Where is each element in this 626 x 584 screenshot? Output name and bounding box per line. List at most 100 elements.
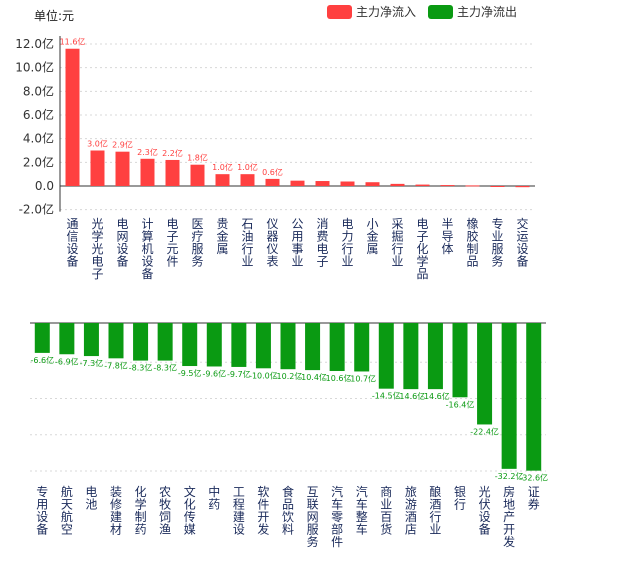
- bar-inflow[interactable]: [415, 184, 430, 186]
- bar-outflow[interactable]: [452, 323, 468, 398]
- bar-outflow[interactable]: [157, 323, 173, 361]
- category-label: 仪器仪表: [266, 217, 278, 269]
- bar-inflow[interactable]: [140, 158, 155, 186]
- category-label: 商业百货: [380, 484, 392, 537]
- category-label: 银行: [454, 485, 466, 512]
- bar-inflow[interactable]: [490, 186, 505, 187]
- bar-outflow[interactable]: [231, 323, 247, 367]
- category-label: 电池: [85, 485, 97, 512]
- data-label: 2.9亿: [112, 140, 133, 150]
- category-label: 电力行业: [341, 217, 353, 269]
- category-label: 汽车零部件: [331, 484, 343, 549]
- data-label: -10.0亿: [249, 370, 278, 380]
- category-label: 电子元件: [166, 217, 178, 269]
- bar-inflow[interactable]: [190, 164, 205, 186]
- y-tick-label: -2.0亿: [19, 202, 54, 217]
- data-label: -10.6亿: [323, 373, 352, 383]
- data-label: -8.3亿: [129, 363, 153, 373]
- legend-label-outflow: 主力净流出: [457, 5, 517, 19]
- legend-item-inflow[interactable]: 主力净流入: [327, 5, 416, 19]
- category-label: 软件开发: [257, 485, 269, 537]
- data-label: -32.2亿: [495, 471, 524, 481]
- category-label: 中药: [208, 484, 220, 512]
- category-label: 交运设备: [516, 216, 528, 269]
- bar-outflow[interactable]: [59, 323, 75, 355]
- bar-inflow[interactable]: [165, 159, 180, 186]
- legend-swatch-outflow: [428, 5, 453, 19]
- data-label: -22.4亿: [470, 426, 499, 436]
- bar-inflow[interactable]: [290, 180, 305, 186]
- category-label: 食品饮料: [282, 484, 294, 537]
- bar-outflow[interactable]: [354, 323, 370, 372]
- data-label: -10.2亿: [274, 371, 303, 381]
- bar-outflow[interactable]: [501, 323, 517, 469]
- bar-inflow[interactable]: [340, 181, 355, 186]
- category-label: 通信设备: [66, 217, 78, 269]
- bar-inflow[interactable]: [365, 182, 380, 186]
- bar-outflow[interactable]: [329, 323, 345, 372]
- legend-item-outflow[interactable]: 主力净流出: [428, 5, 517, 19]
- category-label: 文化传媒: [184, 484, 196, 537]
- unit-label: 单位:元: [34, 8, 74, 23]
- category-label: 房地产开发: [503, 484, 515, 549]
- y-tick-label: 6.0亿: [23, 107, 54, 122]
- data-label: -16.4亿: [446, 399, 475, 409]
- data-label: -9.6亿: [202, 368, 226, 378]
- y-tick-label: 4.0亿: [23, 131, 54, 146]
- data-label: -6.6亿: [30, 355, 54, 365]
- y-tick-label: 0.0: [35, 179, 54, 193]
- bar-outflow[interactable]: [83, 323, 99, 357]
- bar-outflow[interactable]: [280, 323, 296, 370]
- bar-inflow[interactable]: [465, 185, 480, 187]
- bar-outflow[interactable]: [526, 323, 542, 471]
- bar-outflow[interactable]: [427, 323, 443, 390]
- data-label: 1.0亿: [212, 162, 233, 172]
- data-label: -9.5亿: [178, 368, 202, 378]
- category-label: 贵金属: [216, 217, 228, 256]
- data-label: 1.0亿: [237, 162, 258, 172]
- bar-inflow[interactable]: [240, 174, 255, 186]
- category-label: 石油行业: [241, 217, 253, 269]
- bar-inflow[interactable]: [515, 186, 530, 188]
- data-label: 11.6亿: [60, 37, 86, 47]
- category-label: 计算机设备: [141, 217, 153, 281]
- data-label: 3.0亿: [87, 139, 108, 149]
- bar-outflow[interactable]: [378, 323, 394, 389]
- bar-outflow[interactable]: [133, 323, 149, 361]
- bar-outflow[interactable]: [477, 323, 493, 425]
- data-label: -14.6亿: [421, 391, 450, 401]
- bar-inflow[interactable]: [115, 151, 130, 186]
- data-label: 2.2亿: [162, 148, 183, 158]
- bar-inflow[interactable]: [90, 150, 105, 187]
- category-label: 消费电子: [316, 217, 328, 269]
- category-label: 化学制药: [135, 485, 147, 537]
- data-label: -9.7亿: [227, 369, 251, 379]
- category-label: 旅游酒店: [405, 485, 417, 537]
- y-tick-label: 10.0亿: [15, 60, 54, 75]
- bar-inflow[interactable]: [440, 185, 455, 187]
- bar-inflow[interactable]: [215, 174, 230, 186]
- inflow-bar-chart: -2.0亿 0.0 2.0亿 4.0亿 6.0亿 8.0亿 10.0亿 12.0亿 11.6亿通…: [15, 36, 535, 281]
- bar-inflow[interactable]: [315, 181, 330, 186]
- bar-outflow[interactable]: [182, 323, 198, 367]
- data-label: 1.8亿: [187, 153, 208, 163]
- category-label: 医疗服务: [191, 217, 203, 269]
- y-tick-label: 8.0亿: [23, 83, 54, 98]
- bar-inflow[interactable]: [65, 48, 80, 186]
- category-label: 工程建设: [233, 485, 245, 537]
- data-label: 0.6亿: [262, 167, 283, 177]
- category-label: 光学光电子: [91, 217, 103, 281]
- bar-outflow[interactable]: [255, 323, 271, 369]
- bar-inflow[interactable]: [265, 178, 280, 186]
- category-label: 半导体: [441, 217, 453, 256]
- bar-outflow[interactable]: [403, 323, 419, 390]
- bar-inflow[interactable]: [390, 183, 405, 186]
- bar-outflow[interactable]: [305, 323, 321, 371]
- data-label: -7.3亿: [80, 358, 104, 368]
- bar-outflow[interactable]: [34, 323, 50, 353]
- bar-outflow[interactable]: [108, 323, 124, 359]
- legend-swatch-inflow: [327, 5, 352, 19]
- category-label: 互联网服务: [307, 485, 319, 549]
- bar-outflow[interactable]: [206, 323, 222, 367]
